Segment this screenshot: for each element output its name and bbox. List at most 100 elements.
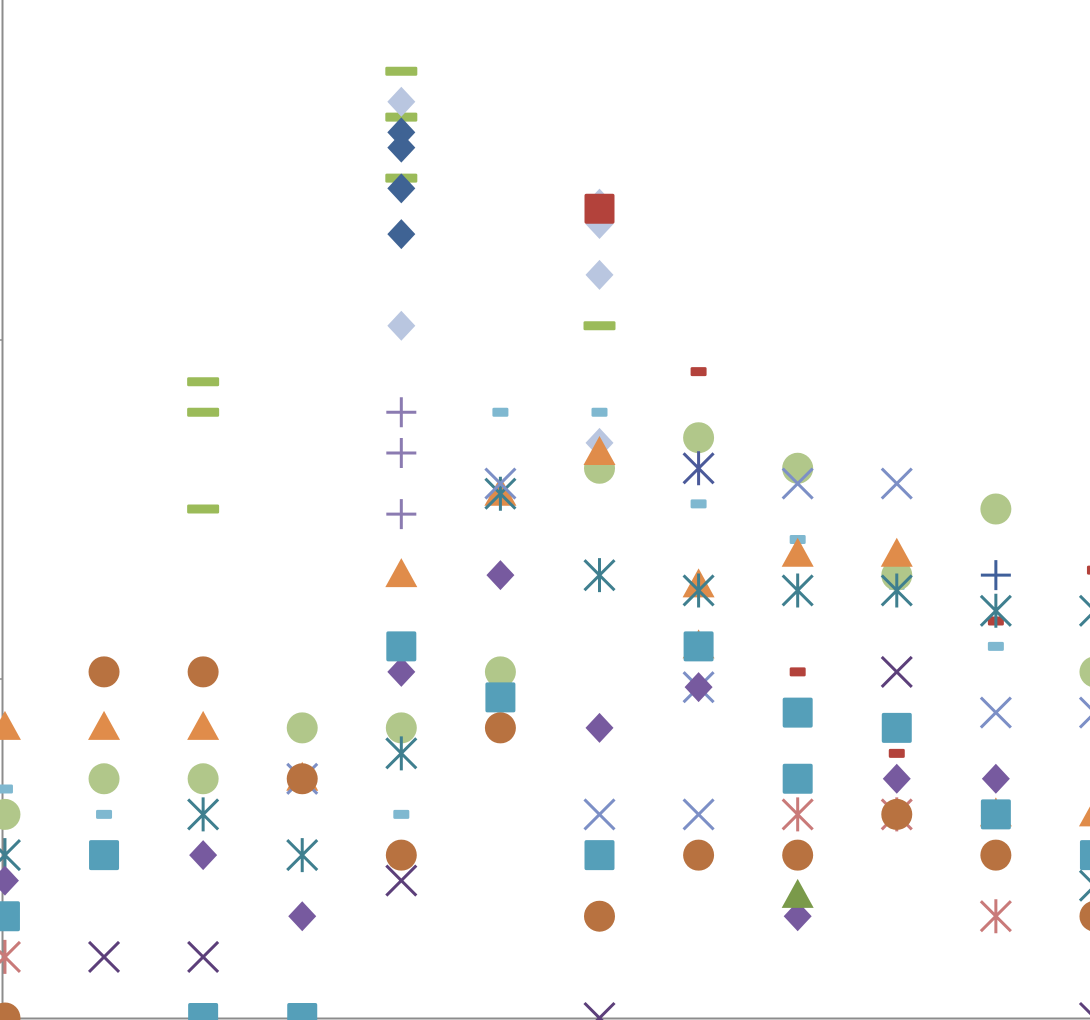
dash-marker: [591, 407, 608, 417]
triangle-marker: [0, 710, 21, 740]
series-6: [386, 397, 417, 530]
triangle-marker: [187, 710, 220, 740]
circle-marker: [980, 493, 1012, 525]
circle-marker: [187, 763, 219, 795]
square-marker: [980, 799, 1011, 830]
diamond-marker: [585, 259, 614, 290]
x-marker: [583, 1001, 616, 1020]
dash-marker: [789, 667, 806, 677]
asterisk-marker: [1078, 869, 1090, 902]
diamond-marker: [387, 310, 416, 341]
series-10: [0, 476, 1090, 902]
diamond-marker: [387, 656, 416, 687]
diamond-marker: [288, 901, 317, 932]
circle-marker: [484, 656, 516, 688]
diamond-marker: [783, 901, 812, 932]
x-marker: [880, 655, 913, 688]
series-7: [980, 560, 1011, 591]
circle-marker: [88, 763, 120, 795]
circle-marker: [385, 839, 417, 871]
series-11: [682, 451, 715, 486]
dash-marker: [888, 748, 905, 758]
bar-marker: [385, 66, 418, 76]
square-marker: [584, 193, 615, 224]
circle-marker: [782, 452, 814, 484]
circle-marker: [881, 798, 913, 830]
circle-marker: [187, 656, 219, 688]
dash-marker: [690, 499, 707, 509]
x-marker: [187, 940, 220, 973]
square-marker: [89, 840, 120, 871]
bar-marker: [187, 504, 220, 514]
x-marker: [1078, 696, 1090, 729]
circle-marker: [980, 839, 1012, 871]
square-marker: [0, 901, 20, 932]
series-15: [0, 560, 1090, 932]
series-4: [690, 367, 1090, 758]
triangle-marker: [88, 710, 121, 740]
asterisk-marker: [0, 939, 22, 974]
series-17: [0, 656, 1090, 1020]
dash-marker: [492, 407, 509, 417]
series-2: [387, 117, 416, 250]
circle-marker: [782, 839, 814, 871]
asterisk-marker: [583, 558, 616, 593]
series-8: [0, 422, 1090, 830]
square-marker: [584, 840, 615, 871]
triangle-marker: [1078, 806, 1090, 827]
dash-marker: [690, 367, 707, 377]
circle-marker: [1079, 901, 1090, 931]
circle-marker: [88, 656, 120, 688]
series-16: [0, 631, 1090, 1020]
diamond-marker: [387, 132, 416, 163]
diamond-marker: [387, 86, 416, 117]
asterisk-marker: [781, 797, 814, 832]
diamond-marker: [387, 219, 416, 250]
bar-marker: [187, 407, 220, 417]
dash-marker: [1086, 565, 1090, 575]
triangle-marker: [583, 436, 616, 466]
asterisk-marker: [682, 573, 715, 608]
square-marker: [1079, 840, 1090, 871]
x-marker: [583, 798, 616, 831]
asterisk-marker: [187, 797, 220, 832]
x-marker: [682, 798, 715, 831]
circle-marker: [0, 798, 21, 830]
asterisk-marker: [979, 899, 1012, 934]
square-marker: [188, 1003, 219, 1020]
x-marker: [385, 864, 418, 897]
diamond-marker: [189, 840, 218, 871]
circle-marker: [385, 712, 417, 744]
circle-marker: [286, 712, 318, 744]
diamond-marker: [882, 763, 911, 794]
plus-marker: [386, 397, 417, 428]
asterisk-marker: [1078, 594, 1090, 627]
square-marker: [683, 631, 714, 662]
x-marker: [484, 467, 517, 500]
plus-marker: [980, 560, 1011, 591]
circle-marker: [584, 900, 615, 932]
diamond-marker: [0, 865, 19, 896]
plus-marker: [386, 438, 417, 469]
diamond-marker: [387, 173, 416, 204]
series-1: [387, 86, 614, 458]
square-marker: [782, 697, 813, 728]
circle-marker: [484, 712, 516, 744]
series-18: [781, 878, 814, 908]
triangle-marker: [781, 537, 814, 567]
circle-marker: [1079, 657, 1090, 687]
bar-marker: [385, 112, 418, 122]
dash-marker: [0, 784, 13, 794]
series-5: [0, 407, 1004, 819]
asterisk-marker: [286, 838, 319, 873]
series-14: [87, 655, 1090, 1020]
square-marker: [386, 631, 417, 662]
diamond-marker: [981, 763, 1010, 794]
series-3: [584, 193, 615, 224]
triangle-marker: [385, 558, 418, 588]
square-marker: [782, 763, 813, 794]
square-marker: [485, 682, 516, 713]
square-marker: [287, 1003, 318, 1020]
asterisk-marker: [880, 573, 913, 608]
